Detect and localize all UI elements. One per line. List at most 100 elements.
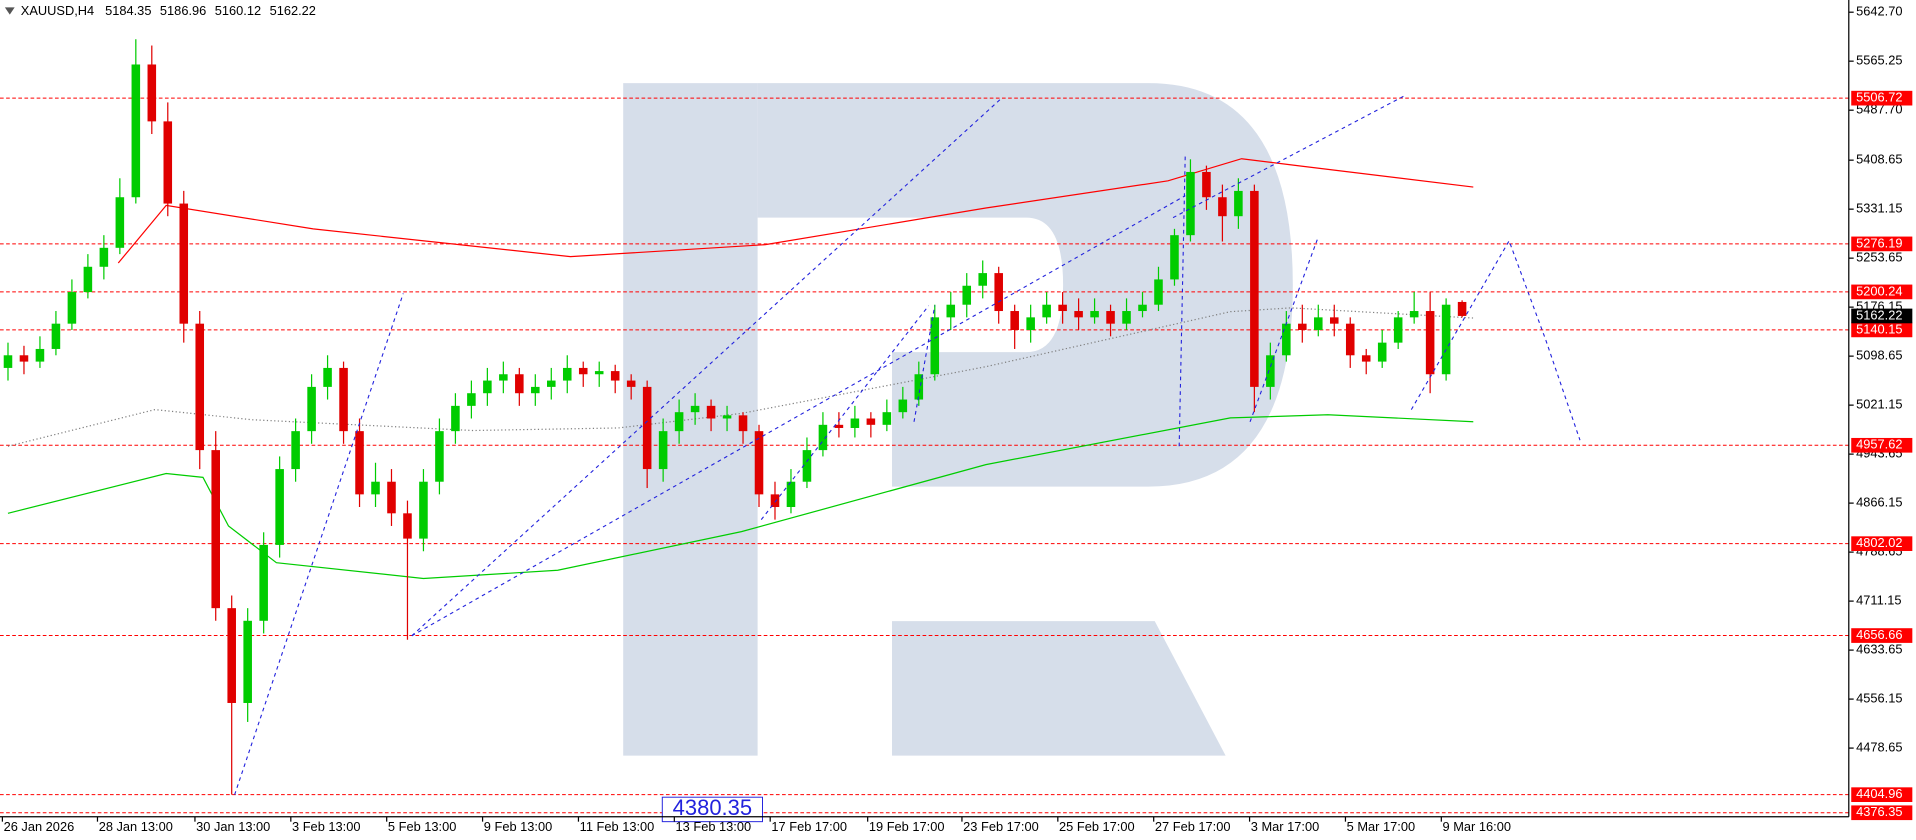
candle-body <box>674 412 684 432</box>
x-tick-label: 5 Feb 13:00 <box>388 819 456 834</box>
x-tick-label: 9 Mar 16:00 <box>1443 819 1511 834</box>
candle-body <box>1345 323 1355 356</box>
candle-body <box>371 481 380 495</box>
candle-body <box>946 304 956 318</box>
level-label-box <box>1851 90 1913 106</box>
candle-body <box>259 544 268 621</box>
level-label-box <box>1851 805 1913 821</box>
candle-body <box>770 494 780 508</box>
y-tick-label: 5331.15 <box>1856 201 1902 216</box>
candle-body <box>51 323 61 349</box>
candle-body <box>211 450 220 609</box>
candle-body <box>626 380 636 387</box>
level-label-box <box>1851 322 1913 338</box>
x-tick-label: 17 Feb 17:00 <box>771 819 847 834</box>
candle-body <box>1106 311 1115 324</box>
x-tick-label: 28 Jan 13:00 <box>99 819 173 834</box>
candle-body <box>610 371 620 381</box>
candle-body <box>1457 301 1467 316</box>
moving-average <box>7 307 1474 447</box>
y-tick-label: 4866.15 <box>1856 495 1902 510</box>
candle-body <box>1282 323 1291 356</box>
candle-body <box>307 386 316 432</box>
candle-body <box>850 418 860 428</box>
candle-body <box>1010 311 1019 330</box>
candle-body <box>1266 355 1275 387</box>
y-tick-label: 4556.15 <box>1856 690 1902 705</box>
candle-body <box>1026 317 1035 330</box>
candle-body <box>131 64 141 198</box>
candle-body <box>1329 317 1339 324</box>
x-tick-label: 9 Feb 13:00 <box>484 819 552 834</box>
y-tick-label: 5021.15 <box>1856 397 1902 412</box>
candle-body <box>754 431 764 495</box>
candle-body <box>291 431 300 470</box>
x-tick-label: 13 Feb 13:00 <box>676 819 752 834</box>
candle-body <box>578 367 588 375</box>
candle-body <box>994 273 1003 312</box>
y-tick-label: 5642.70 <box>1856 4 1902 19</box>
candle-body <box>1074 311 1083 318</box>
candle-body <box>882 412 892 425</box>
x-tick-label: 19 Feb 17:00 <box>869 819 945 834</box>
candle-body <box>1042 304 1051 318</box>
symbol-icon <box>4 7 15 15</box>
candle-body <box>1314 317 1323 330</box>
candle-body <box>483 380 492 394</box>
y-tick-label: 4633.65 <box>1856 641 1902 656</box>
candle-body <box>531 386 540 394</box>
candle-body <box>403 513 412 539</box>
level-label: 5200.24 <box>1856 283 1902 298</box>
candle-body <box>802 450 812 482</box>
candle-body <box>1425 311 1435 375</box>
x-tick-label: 25 Feb 17:00 <box>1059 819 1135 834</box>
x-tick-label: 3 Feb 13:00 <box>292 819 360 834</box>
y-tick-label: 5408.65 <box>1856 152 1902 167</box>
candle-body <box>323 367 332 387</box>
candle-body <box>898 399 908 413</box>
level-label-box <box>1851 236 1913 252</box>
candle-body <box>1122 311 1131 324</box>
candle-body <box>147 64 157 122</box>
candle-body <box>1138 304 1147 312</box>
x-tick-label: 5 Mar 17:00 <box>1347 819 1415 834</box>
candle-body <box>818 424 828 451</box>
candle-body <box>499 374 508 381</box>
candle-body <box>451 405 460 432</box>
level-label: 4656.66 <box>1856 627 1902 642</box>
candle-body <box>834 424 844 428</box>
candle-body <box>738 415 748 432</box>
candle-body <box>3 355 13 368</box>
candle-body <box>1186 171 1195 236</box>
y-tick-label: 5098.65 <box>1856 348 1902 363</box>
candle-body <box>1298 323 1307 330</box>
level-label-box <box>1851 437 1913 453</box>
candle-body <box>275 469 284 545</box>
candle-body <box>19 355 29 362</box>
candle-body <box>515 374 524 394</box>
watermark-logo <box>623 83 1293 756</box>
level-label-box <box>1851 628 1913 643</box>
candle-body <box>547 380 556 387</box>
level-label: 4376.35 <box>1856 804 1902 819</box>
candle-body <box>227 608 236 703</box>
candle-body <box>930 317 940 375</box>
candle-body <box>1090 311 1099 318</box>
candle-body <box>1170 235 1179 280</box>
current-price-label: 5162.22 <box>1856 307 1902 322</box>
candle-body <box>1234 190 1243 217</box>
candle-body <box>1377 342 1387 362</box>
candle-body <box>562 367 572 381</box>
level-label-box <box>1851 284 1913 300</box>
candle-body <box>1409 311 1419 318</box>
level-label-box <box>1851 787 1913 803</box>
candle-body <box>243 620 252 703</box>
level-label: 4802.02 <box>1856 535 1902 550</box>
current-price-box <box>1851 308 1913 324</box>
candle-body <box>1441 304 1451 375</box>
candle-body <box>163 121 173 204</box>
candle-body <box>83 266 93 293</box>
x-tick-label: 3 Mar 17:00 <box>1251 819 1319 834</box>
candle-body <box>1361 355 1371 362</box>
moving-average <box>7 414 1474 580</box>
